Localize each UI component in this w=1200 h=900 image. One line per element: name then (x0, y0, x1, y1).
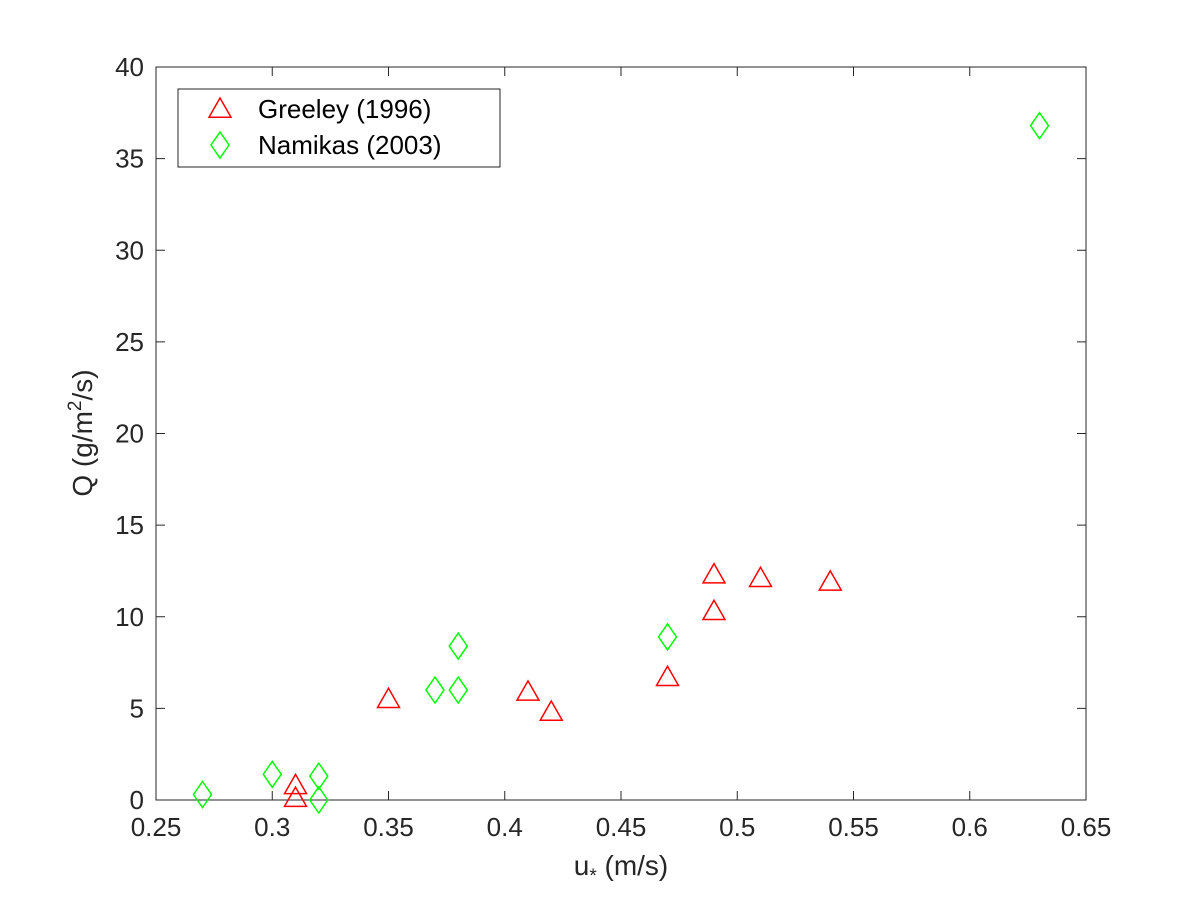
x-axis-title: u* (m/s) (574, 850, 669, 887)
diamond-marker (425, 675, 445, 705)
diamond-marker (308, 785, 329, 815)
diamond-marker (448, 675, 469, 705)
legend-triangle-icon (207, 96, 233, 118)
triangle-marker (701, 562, 727, 584)
x-tick-label: 0.55 (828, 812, 879, 842)
y-tick-label: 30 (115, 235, 144, 265)
x-tick-label: 0.65 (1061, 812, 1112, 842)
triangle-marker (376, 686, 401, 709)
y-tick-label: 0 (130, 785, 144, 815)
triangle-marker (283, 772, 308, 795)
x-tick-label: 0.3 (254, 812, 290, 842)
triangle-marker (748, 565, 773, 588)
tick-labels: 0.25 0.3 0.35 0.4 0.45 0.5 0.55 0.6 0.65 0 5 10 15 20… (115, 52, 1111, 842)
axis-ticks (155, 66, 1087, 801)
diamond-marker (192, 780, 213, 809)
triangle-marker (817, 569, 843, 591)
legend-label: Namikas (2003) (258, 130, 442, 160)
legend-diamond-icon (210, 130, 230, 160)
y-tick-label: 5 (130, 693, 144, 723)
data-markers (192, 111, 1050, 815)
legend: Greeley (1996) Namikas (2003) (177, 88, 501, 168)
triangle-marker (701, 598, 727, 621)
y-tick-label: 40 (115, 52, 144, 82)
y-tick-label: 25 (115, 327, 144, 357)
diamond-marker (448, 631, 469, 661)
triangle-marker (283, 785, 308, 808)
diamond-marker (308, 761, 329, 791)
triangle-marker (515, 679, 541, 701)
diamond-marker (1029, 111, 1050, 140)
x-tick-label: 0.5 (719, 812, 755, 842)
y-tick-label: 10 (115, 602, 144, 632)
x-tick-label: 0.45 (596, 812, 647, 842)
triangle-marker (538, 699, 564, 722)
x-tick-label: 0.25 (131, 812, 182, 842)
y-tick-label: 35 (115, 144, 144, 174)
plot-area (155, 66, 1087, 801)
diamond-marker (657, 622, 678, 652)
legend-box (177, 88, 501, 168)
x-tick-label: 0.35 (363, 812, 414, 842)
legend-label: Greeley (1996) (258, 94, 431, 124)
y-tick-label: 20 (115, 419, 144, 449)
x-tick-label: 0.4 (487, 812, 523, 842)
triangle-marker (655, 664, 680, 687)
y-tick-label: 15 (115, 510, 144, 540)
diamond-marker (262, 760, 283, 789)
y-axis-title: Q (g/m2/s) (65, 369, 98, 496)
x-tick-label: 0.6 (952, 812, 988, 842)
